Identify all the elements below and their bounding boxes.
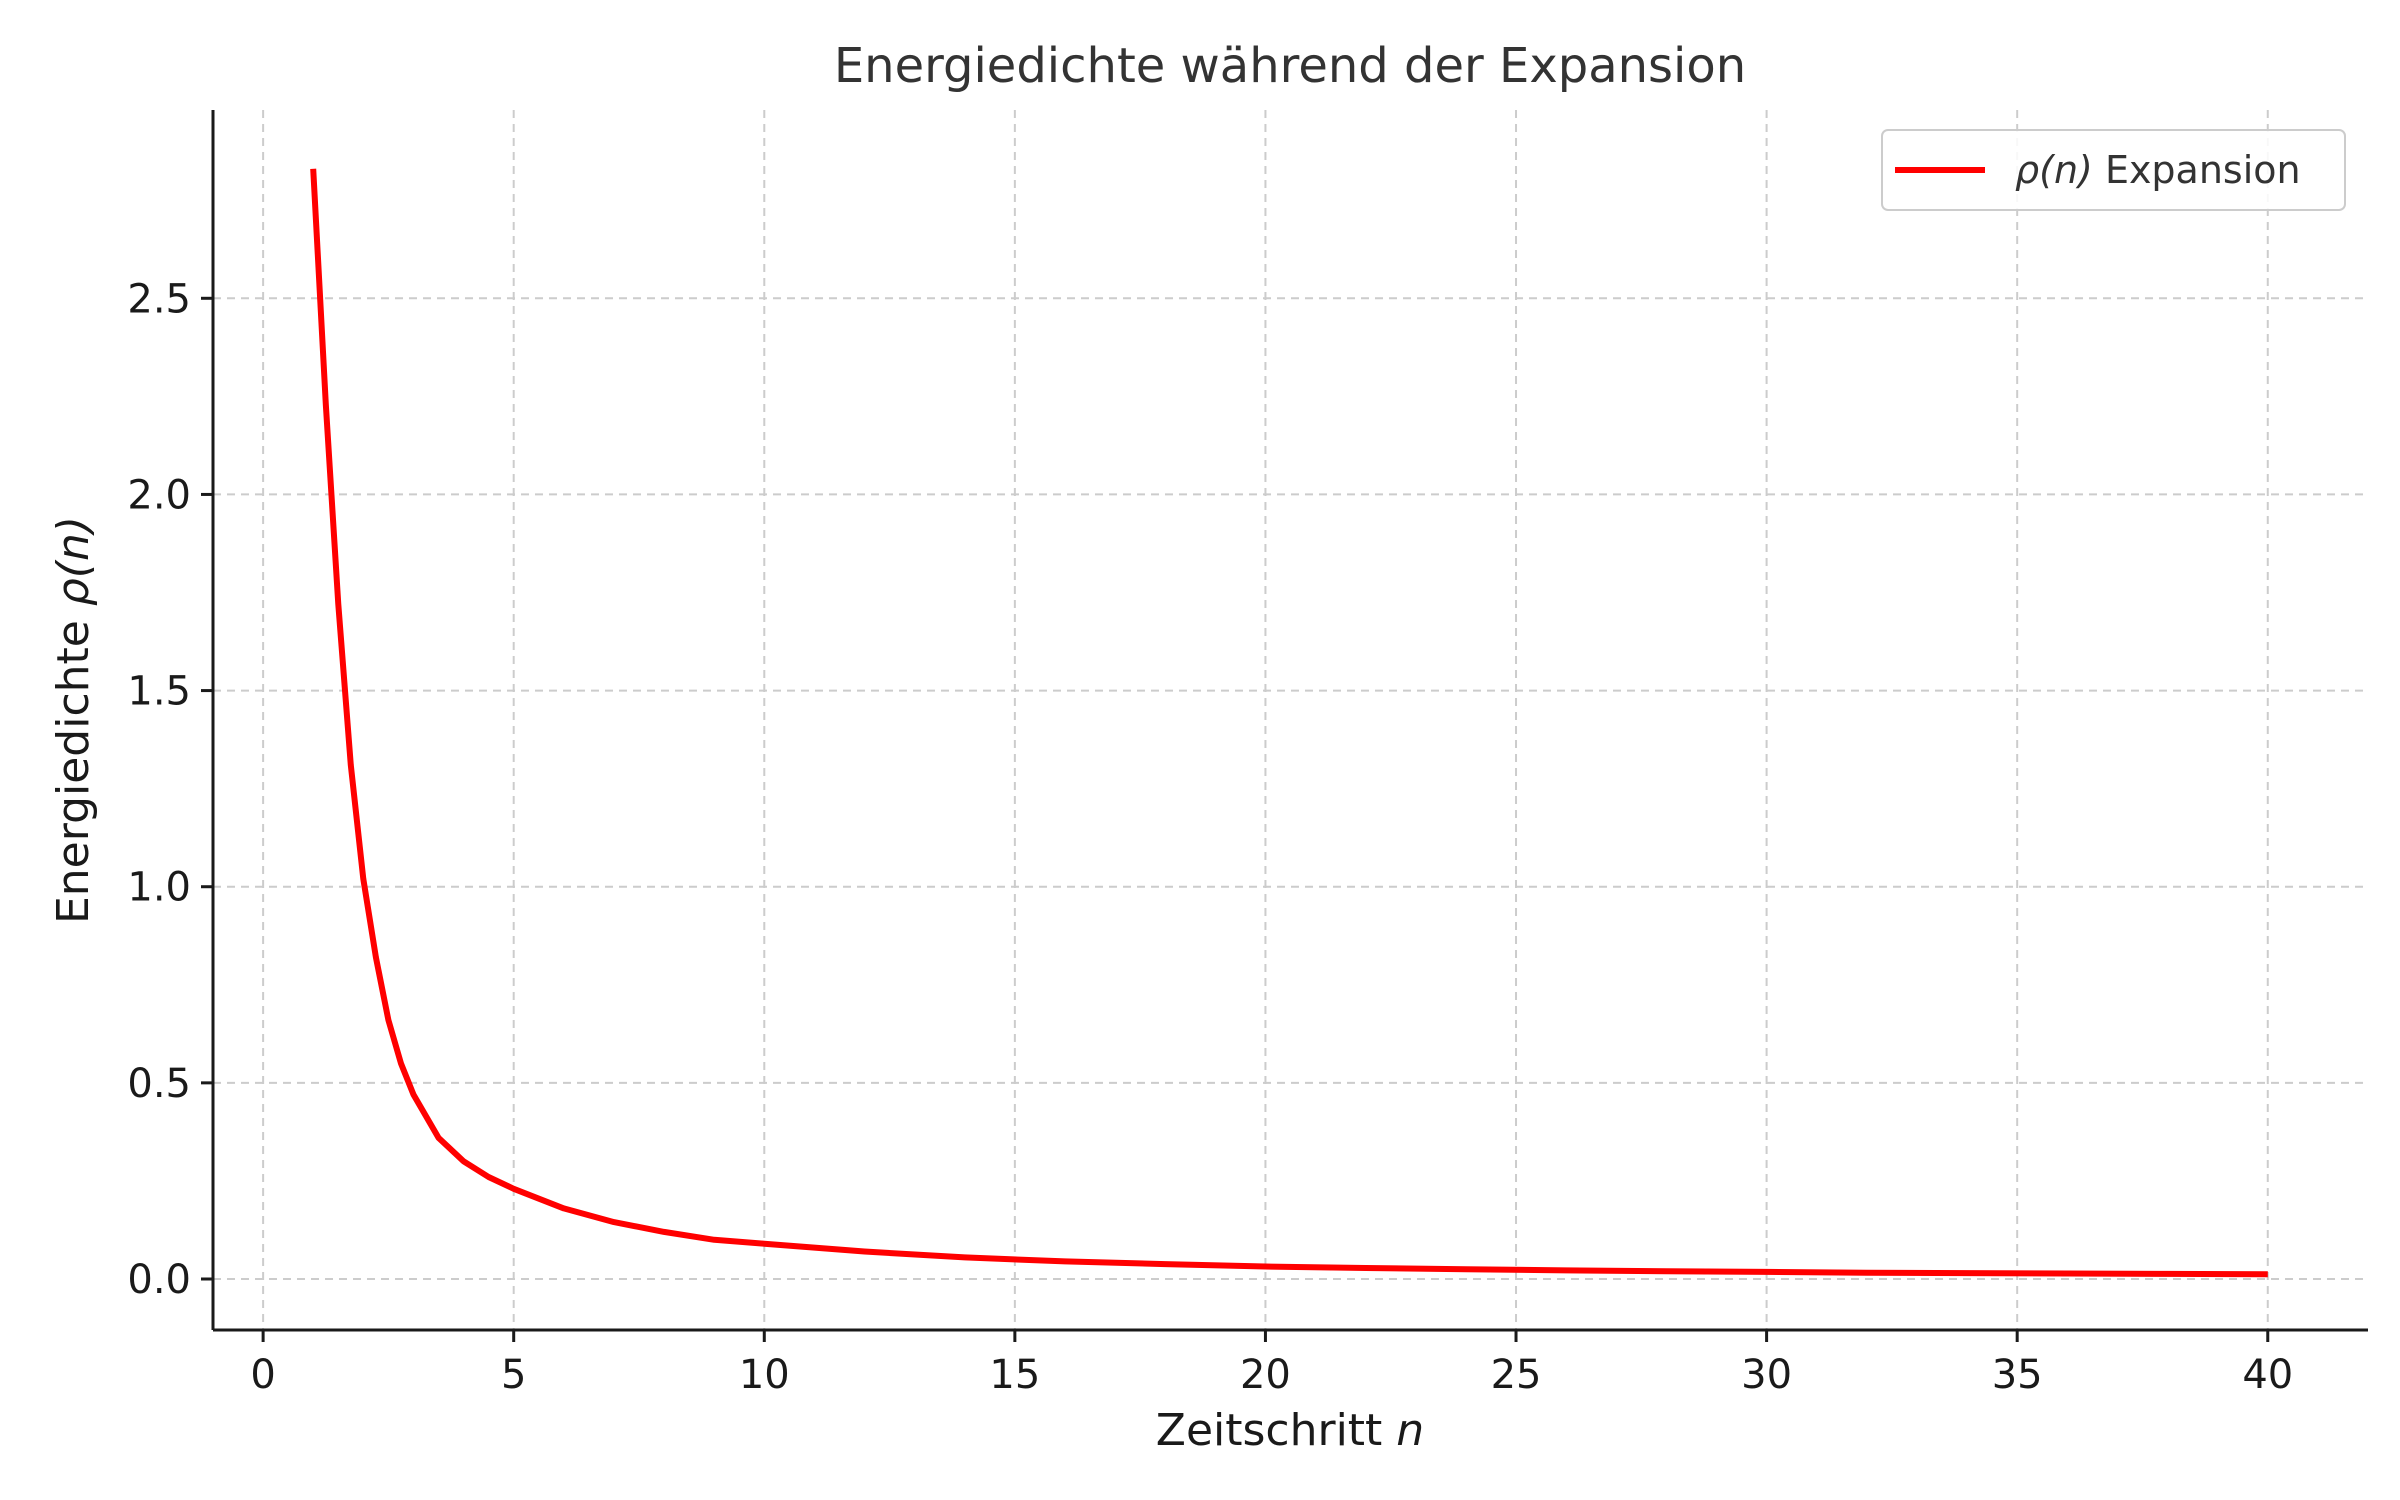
x-tick-label: 15 (989, 1352, 1040, 1398)
series-line (310, 168, 2268, 1278)
x-axis-label-text: Zeitschritt (1156, 1405, 1397, 1456)
y-tick-label: 0.5 (127, 1061, 191, 1107)
legend-entry-variable: ρ(n) (2015, 148, 2093, 192)
x-ticks: 0 5 10 15 20 25 30 35 40 (250, 1330, 2293, 1398)
y-tick-label: 2.5 (127, 276, 191, 322)
x-tick-label: 30 (1741, 1352, 1792, 1398)
series-layer (310, 168, 2268, 1278)
y-ticks: 0.0 0.5 1.0 1.5 2.0 2.5 (127, 276, 213, 1303)
x-axis-label-variable: n (1396, 1405, 1424, 1456)
axes (211, 110, 2368, 1332)
x-tick-label: 5 (501, 1352, 526, 1398)
x-tick-label: 20 (1240, 1352, 1291, 1398)
grid-lines (213, 110, 2368, 1330)
legend-entry: ρ(n) Expansion (2015, 148, 2301, 192)
y-tick-label: 0.0 (127, 1257, 191, 1303)
x-tick-label: 25 (1491, 1352, 1542, 1398)
y-axis-label-text: Energiedichte (48, 606, 99, 924)
x-tick-label: 40 (2242, 1352, 2293, 1398)
y-axis-label-variable: ρ(n) (48, 516, 99, 606)
x-tick-label: 35 (1992, 1352, 2043, 1398)
x-axis-label: Zeitschritt n (1156, 1405, 1424, 1456)
legend-entry-text: Expansion (2093, 148, 2301, 192)
y-axis-label: Energiedichte ρ(n) (48, 516, 99, 924)
y-tick-label: 1.5 (127, 669, 191, 715)
legend: ρ(n) Expansion (1881, 129, 2346, 211)
chart-title: Energiedichte während der Expansion (834, 38, 1746, 94)
y-tick-label: 2.0 (127, 472, 191, 518)
legend-box (1881, 129, 2346, 211)
x-tick-label: 0 (250, 1352, 275, 1398)
y-tick-label: 1.0 (127, 865, 191, 911)
x-tick-label: 10 (739, 1352, 790, 1398)
